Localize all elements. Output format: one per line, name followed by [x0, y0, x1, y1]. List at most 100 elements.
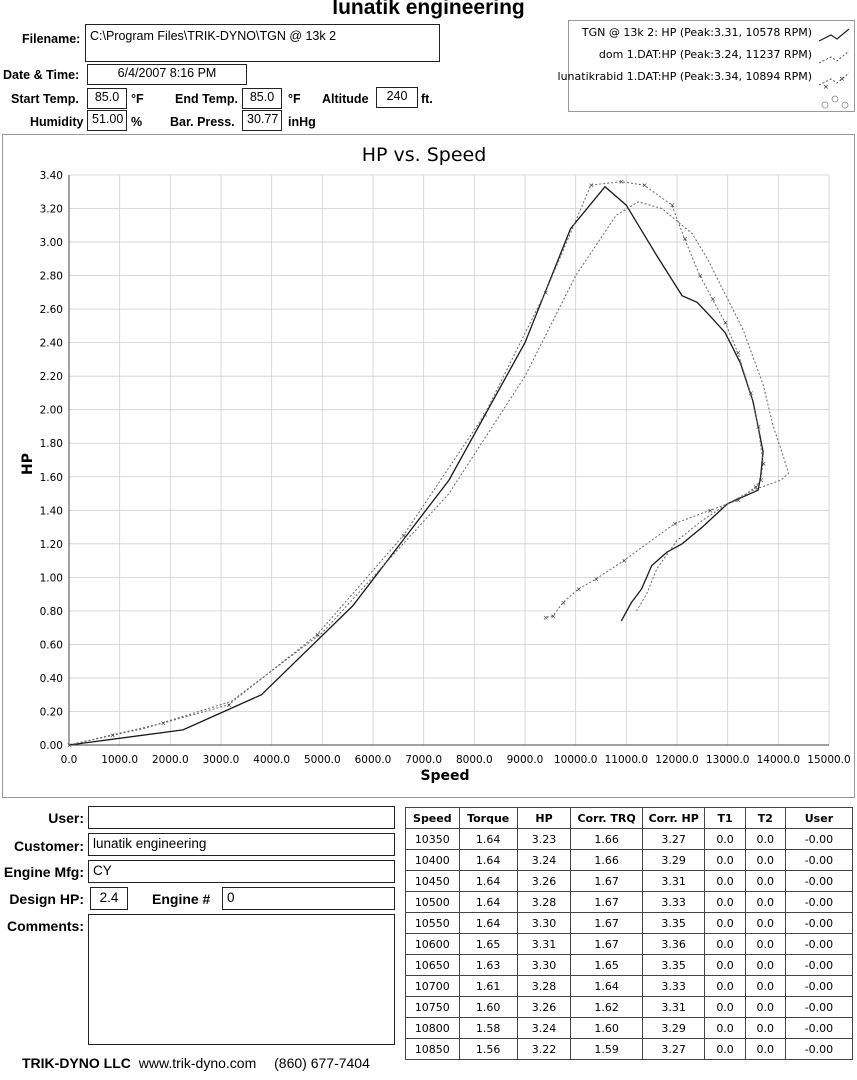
table-cell: -0.00: [784, 870, 854, 892]
table-cell: 0.0: [744, 1017, 786, 1039]
legend-marker-circle: [831, 95, 839, 103]
series-point-marker: ×: [748, 389, 754, 397]
table-cell: 0.0: [744, 891, 786, 913]
altitude-unit: ft.: [421, 92, 433, 106]
comments-field: [88, 914, 395, 1045]
table-cell: -0.00: [784, 933, 854, 955]
x-tick-label: 6000.0: [355, 754, 392, 766]
series-point-marker: ×: [482, 411, 488, 419]
table-cell: 3.30: [516, 954, 572, 976]
series-point-marker: ×: [67, 742, 73, 750]
y-tick-label: 2.80: [40, 271, 63, 283]
y-tick-label: 2.20: [40, 371, 63, 383]
series-point-marker: ×: [753, 483, 759, 491]
series-point-marker: ×: [756, 423, 762, 431]
table-cell: 1.64: [458, 891, 518, 913]
legend-swatch-solid: [818, 28, 850, 42]
filename-field: C:\Program Files\TRIK-DYNO\TGN @ 13k 2: [85, 24, 440, 62]
chart-frame: [2, 134, 855, 798]
table-cell: 1.66: [570, 849, 643, 871]
table-cell: 1.64: [458, 912, 518, 934]
table-cell: 10400: [405, 849, 460, 871]
series-point-marker: ×: [669, 202, 675, 210]
humidity-field: 51.00: [87, 110, 127, 131]
table-cell: 3.31: [641, 996, 706, 1018]
end-temp-unit: °F: [288, 92, 301, 106]
legend-swatch-dotted: [818, 50, 850, 64]
filename-label: Filename:: [22, 32, 81, 46]
table-row: 10700 1.61 3.28 1.64 3.33 0.0 0.0 -0.00: [405, 975, 854, 997]
chart-grid: [68, 174, 830, 746]
table-cell: 10550: [405, 912, 460, 934]
table-cell: 1.64: [458, 849, 518, 871]
x-tick-label: 13000.0: [706, 754, 749, 766]
table-cell: -0.00: [784, 828, 854, 850]
table-cell: 3.26: [516, 870, 572, 892]
series-point-marker: ×: [550, 612, 556, 620]
table-cell: 1.66: [570, 828, 643, 850]
series-point-marker: ×: [618, 178, 624, 186]
humidity-unit: %: [131, 115, 143, 129]
table-cell: -0.00: [784, 849, 854, 871]
x-tick-label: 14000.0: [757, 754, 800, 766]
series-point-marker: ×: [543, 289, 549, 297]
y-tick-label: 0.80: [40, 606, 63, 618]
datetime-field: 6/4/2007 8:16 PM: [87, 64, 247, 85]
table-cell: 3.28: [516, 975, 572, 997]
table-cell: 0.0: [704, 954, 746, 976]
legend-item: dom 1.DAT:HP (Peak:3.24, 11237 RPM): [598, 48, 812, 61]
x-tick-label: 0.0: [61, 754, 78, 766]
table-row: 10500 1.64 3.28 1.67 3.33 0.0 0.0 -0.00: [405, 891, 854, 913]
table-cell: 0.0: [744, 996, 786, 1018]
y-tick-label: 0.40: [40, 673, 63, 685]
customer-field: lunatik engineering: [88, 833, 395, 856]
footer: TRIK-DYNO LLC www.trik-dyno.com (860) 67…: [22, 1055, 370, 1071]
start-temp-label: Start Temp.: [11, 92, 79, 106]
table-cell: -0.00: [784, 954, 854, 976]
table-cell: 1.60: [458, 996, 518, 1018]
table-cell: 3.30: [516, 912, 572, 934]
table-cell: -0.00: [784, 1038, 854, 1060]
start-temp-field: 85.0: [87, 88, 127, 109]
table-cell: 3.33: [641, 891, 706, 913]
baro-unit: inHg: [288, 115, 316, 129]
y-tick-label: 1.00: [40, 572, 63, 584]
x-tick-label: 15000.0: [807, 754, 850, 766]
baro-label: Bar. Press.: [170, 115, 235, 129]
datetime-label: Date & Time:: [3, 68, 80, 82]
table-row: 10550 1.64 3.30 1.67 3.35 0.0 0.0 -0.00: [405, 912, 854, 934]
table-cell: -0.00: [784, 996, 854, 1018]
table-cell: 0.0: [704, 849, 746, 871]
series-point-marker: ×: [543, 614, 549, 622]
table-cell: 0.0: [704, 1017, 746, 1039]
table-cell: 1.67: [570, 933, 643, 955]
table-cell: 3.27: [641, 1038, 706, 1060]
y-tick-label: 2.00: [40, 405, 63, 417]
table-cell: 0.0: [704, 828, 746, 850]
series-point-marker: ×: [735, 497, 741, 505]
series-point-marker: ×: [723, 319, 729, 327]
y-tick-label: 2.40: [40, 338, 63, 350]
table-cell: -0.00: [784, 912, 854, 934]
table-cell: 3.26: [516, 996, 572, 1018]
col-header-speed: Speed: [405, 807, 460, 829]
table-cell: 0.0: [744, 954, 786, 976]
y-tick-label: 1.80: [40, 438, 63, 450]
col-header-user: User: [784, 807, 854, 829]
series-line-solid: [68, 185, 764, 746]
series-point-marker: ×: [621, 557, 627, 565]
table-cell: 1.67: [570, 891, 643, 913]
y-tick-label: 0.20: [40, 706, 63, 718]
table-cell: 1.67: [570, 912, 643, 934]
table-cell: 0.0: [704, 870, 746, 892]
y-tick-label: 3.20: [40, 204, 63, 216]
legend-marker-circle: [821, 101, 829, 109]
series-point-marker: ×: [672, 520, 678, 528]
table-cell: 1.64: [458, 828, 518, 850]
y-tick-label: 0.60: [40, 639, 63, 651]
table-cell: 3.29: [641, 1017, 706, 1039]
series-point-marker: ×: [761, 460, 767, 468]
table-cell: 3.31: [641, 870, 706, 892]
table-cell: 1.61: [458, 975, 518, 997]
table-cell: 3.22: [516, 1038, 572, 1060]
